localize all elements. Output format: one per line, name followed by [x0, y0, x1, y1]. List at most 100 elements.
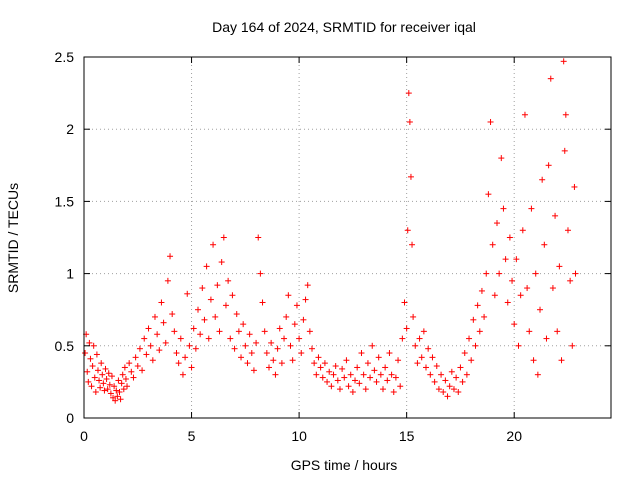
data-point	[257, 270, 264, 277]
data-point	[270, 357, 277, 364]
data-point	[120, 386, 127, 393]
data-point	[147, 342, 154, 349]
data-point	[293, 302, 300, 309]
y-tick-label: 1.5	[55, 193, 75, 209]
data-point	[444, 393, 451, 400]
data-point	[186, 342, 193, 349]
data-point	[82, 350, 89, 357]
data-point	[281, 335, 288, 342]
data-point	[218, 259, 225, 266]
data-point	[212, 313, 219, 320]
data-point	[564, 227, 571, 234]
data-points	[82, 58, 579, 404]
data-point	[461, 350, 468, 357]
data-point	[491, 292, 498, 299]
data-point	[435, 386, 442, 393]
data-point	[105, 370, 112, 377]
data-point	[122, 376, 129, 383]
data-point	[272, 371, 279, 378]
data-point	[420, 328, 427, 335]
data-point	[259, 299, 266, 306]
data-point	[102, 365, 109, 372]
data-point	[136, 345, 143, 352]
data-point	[101, 387, 108, 394]
data-point	[225, 277, 232, 284]
data-point	[263, 350, 270, 357]
data-point	[117, 396, 124, 403]
y-tick-label: 2	[66, 121, 74, 137]
data-point	[466, 335, 473, 342]
data-point	[567, 277, 574, 284]
data-point	[115, 377, 122, 384]
data-point	[528, 205, 535, 212]
data-point	[167, 253, 174, 260]
data-point	[283, 313, 290, 320]
data-point	[334, 377, 341, 384]
data-point	[235, 328, 242, 335]
data-point	[468, 357, 475, 364]
data-point	[93, 351, 100, 358]
data-point	[89, 363, 96, 370]
data-point	[246, 331, 253, 338]
data-point	[261, 328, 268, 335]
data-point	[431, 378, 438, 385]
data-point	[541, 241, 548, 248]
data-point	[188, 364, 195, 371]
data-point	[418, 354, 425, 361]
data-point	[87, 355, 94, 362]
data-point	[442, 377, 449, 384]
data-point	[114, 393, 121, 400]
data-point	[216, 328, 223, 335]
data-point	[201, 316, 208, 323]
data-point	[300, 316, 307, 323]
data-point	[124, 383, 131, 390]
data-point	[145, 325, 152, 332]
data-point	[403, 325, 410, 332]
data-point	[476, 328, 483, 335]
data-point	[203, 263, 210, 270]
data-point	[549, 285, 556, 292]
data-point	[530, 357, 537, 364]
y-tick-label: 1	[66, 266, 74, 282]
data-point	[521, 111, 528, 118]
data-point	[222, 302, 229, 309]
data-point	[569, 342, 576, 349]
data-point	[453, 374, 460, 381]
data-point	[515, 342, 522, 349]
data-point	[298, 350, 305, 357]
data-point	[108, 373, 115, 380]
data-point	[233, 311, 240, 318]
data-point	[498, 155, 505, 162]
data-point	[377, 371, 384, 378]
data-point	[304, 282, 311, 289]
data-point	[326, 368, 333, 375]
data-point	[341, 374, 348, 381]
data-point	[177, 335, 184, 342]
data-point	[371, 367, 378, 374]
data-point	[427, 371, 434, 378]
data-point	[382, 364, 389, 371]
data-point	[313, 371, 320, 378]
data-point	[154, 331, 161, 338]
data-point	[311, 360, 318, 367]
data-point	[509, 277, 516, 284]
x-tick-label: 0	[80, 428, 88, 444]
data-point	[429, 354, 436, 361]
data-point	[485, 191, 492, 198]
plot-frame	[83, 56, 612, 419]
data-point	[572, 270, 579, 277]
data-point	[397, 383, 404, 390]
data-point	[179, 371, 186, 378]
data-point	[156, 347, 163, 354]
data-point	[500, 205, 507, 212]
data-point	[210, 241, 217, 248]
data-point	[392, 374, 399, 381]
data-point	[287, 342, 294, 349]
data-point	[375, 354, 382, 361]
data-point	[362, 386, 369, 393]
data-point	[448, 368, 455, 375]
data-point	[537, 306, 544, 313]
data-point	[276, 325, 283, 332]
data-point	[151, 313, 158, 320]
data-point	[220, 234, 227, 241]
